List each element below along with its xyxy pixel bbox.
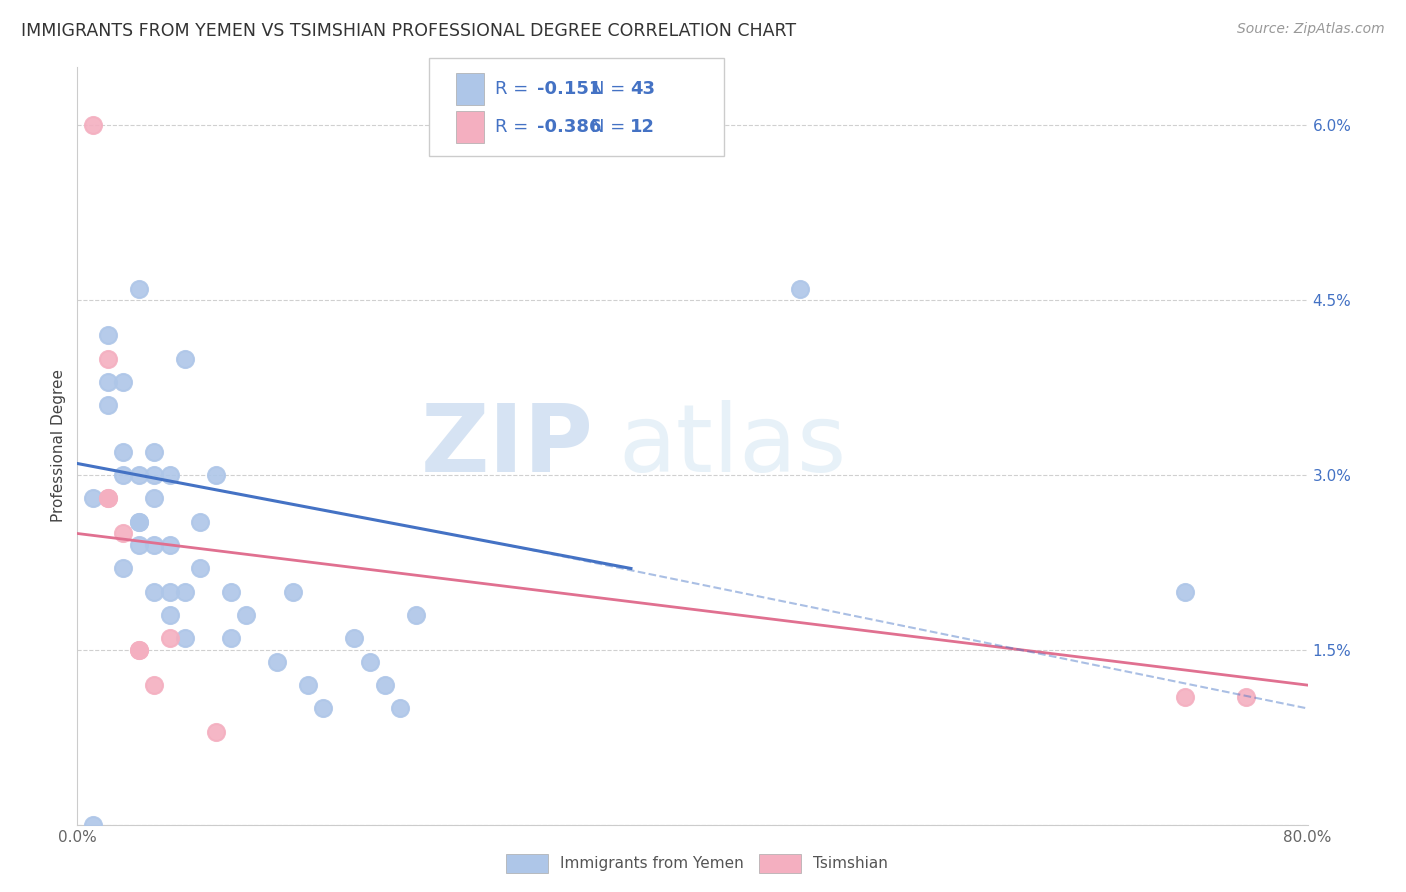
Point <box>159 538 181 552</box>
Point <box>159 468 181 483</box>
Text: R =: R = <box>495 118 534 136</box>
Point <box>143 538 166 552</box>
Point <box>1174 584 1197 599</box>
Point <box>235 608 257 623</box>
Point <box>266 655 288 669</box>
Text: R =: R = <box>495 80 534 98</box>
Text: 43: 43 <box>630 80 655 98</box>
Point <box>97 491 120 506</box>
Point <box>405 608 427 623</box>
Point <box>128 515 150 529</box>
Point <box>143 491 166 506</box>
Text: 12: 12 <box>630 118 655 136</box>
Text: ZIP: ZIP <box>422 400 595 492</box>
Point <box>128 515 150 529</box>
Point <box>128 468 150 483</box>
Point <box>204 468 226 483</box>
Point <box>219 632 242 646</box>
Text: Immigrants from Yemen: Immigrants from Yemen <box>560 856 744 871</box>
Point <box>312 701 335 715</box>
Point <box>159 584 181 599</box>
Text: Tsimshian: Tsimshian <box>813 856 887 871</box>
Point <box>389 701 412 715</box>
Text: N =: N = <box>591 118 630 136</box>
Point <box>112 468 135 483</box>
Point <box>204 724 226 739</box>
Point <box>188 515 212 529</box>
Point <box>281 584 304 599</box>
Point <box>343 632 366 646</box>
Text: IMMIGRANTS FROM YEMEN VS TSIMSHIAN PROFESSIONAL DEGREE CORRELATION CHART: IMMIGRANTS FROM YEMEN VS TSIMSHIAN PROFE… <box>21 22 796 40</box>
Point <box>143 445 166 459</box>
Text: -0.386: -0.386 <box>537 118 602 136</box>
Point <box>97 351 120 366</box>
Text: -0.151: -0.151 <box>537 80 602 98</box>
Point <box>128 643 150 657</box>
Text: atlas: atlas <box>619 400 846 492</box>
Point <box>97 398 120 412</box>
Point <box>128 281 150 295</box>
Point <box>143 468 166 483</box>
Point <box>112 375 135 389</box>
Point <box>82 818 104 832</box>
Point <box>128 538 150 552</box>
Point <box>1174 690 1197 704</box>
Point <box>82 491 104 506</box>
Point <box>159 608 181 623</box>
Point <box>174 351 197 366</box>
Point <box>97 375 120 389</box>
Point <box>359 655 381 669</box>
Point <box>143 678 166 692</box>
Y-axis label: Professional Degree: Professional Degree <box>51 369 66 523</box>
Point <box>1234 690 1257 704</box>
Point <box>112 561 135 575</box>
Text: Source: ZipAtlas.com: Source: ZipAtlas.com <box>1237 22 1385 37</box>
Point <box>97 491 120 506</box>
Point <box>112 445 135 459</box>
Point <box>159 632 181 646</box>
Point <box>112 526 135 541</box>
Point <box>143 584 166 599</box>
Point <box>174 632 197 646</box>
Point <box>82 118 104 132</box>
Point <box>374 678 396 692</box>
Point <box>188 561 212 575</box>
Point <box>128 643 150 657</box>
Point <box>219 584 242 599</box>
Point <box>789 281 811 295</box>
Point <box>174 584 197 599</box>
Point <box>97 328 120 343</box>
Text: N =: N = <box>591 80 630 98</box>
Point <box>297 678 319 692</box>
